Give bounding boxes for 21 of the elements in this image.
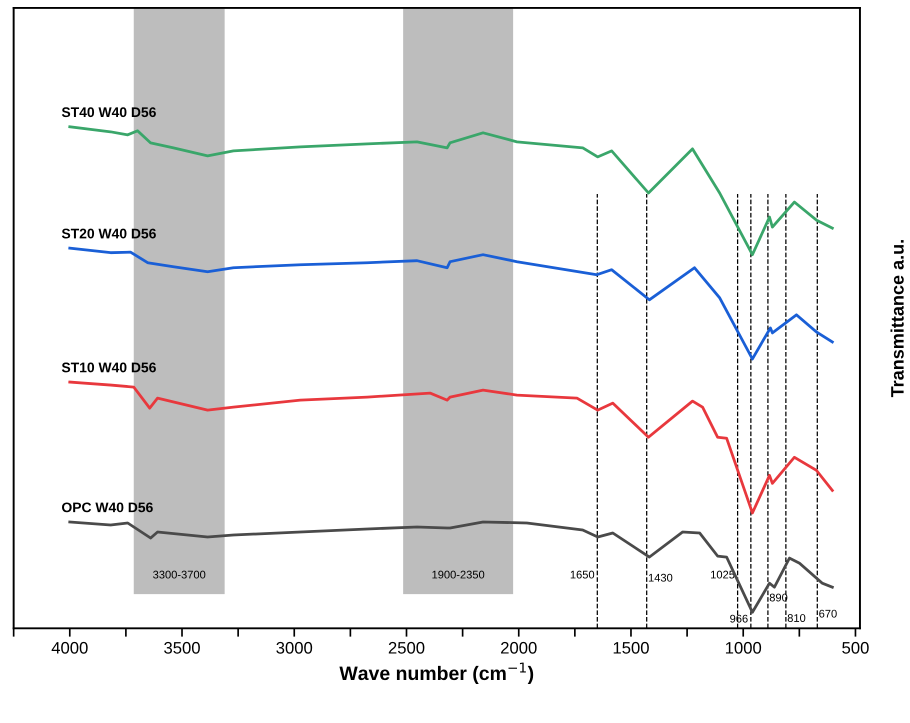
series-label: ST20 W40 D56: [62, 228, 156, 238]
band-label: 3300-3700: [153, 570, 206, 579]
x-tick-label: 1000: [726, 642, 762, 654]
ref-line-label: 1430: [648, 574, 672, 582]
series-label: ST40 W40 D56: [62, 107, 156, 118]
ref-line-label: 810: [788, 614, 806, 622]
x-tick-label: 3500: [164, 642, 200, 654]
y-axis-title: Transmittance a.u.: [890, 240, 904, 398]
band-label: 1900-2350: [432, 570, 484, 579]
x-axis-title: Wave number (cm$^{−1}$): [339, 662, 534, 684]
x-tick-label: 4000: [52, 642, 88, 654]
ref-line-label: 670: [819, 610, 837, 618]
series-label: OPC W40 D56: [62, 502, 153, 512]
ref-line-label: 1650: [570, 570, 594, 579]
x-tick-label: 500: [842, 642, 869, 654]
x-tick-label: 1500: [614, 642, 649, 654]
ref-line-label: 1025: [711, 570, 734, 579]
series-label: ST10 W40 D56: [62, 362, 156, 372]
x-tick-label: 2500: [388, 642, 424, 654]
x-tick-label: 2000: [501, 642, 537, 654]
x-tick-label: 3000: [276, 642, 312, 654]
